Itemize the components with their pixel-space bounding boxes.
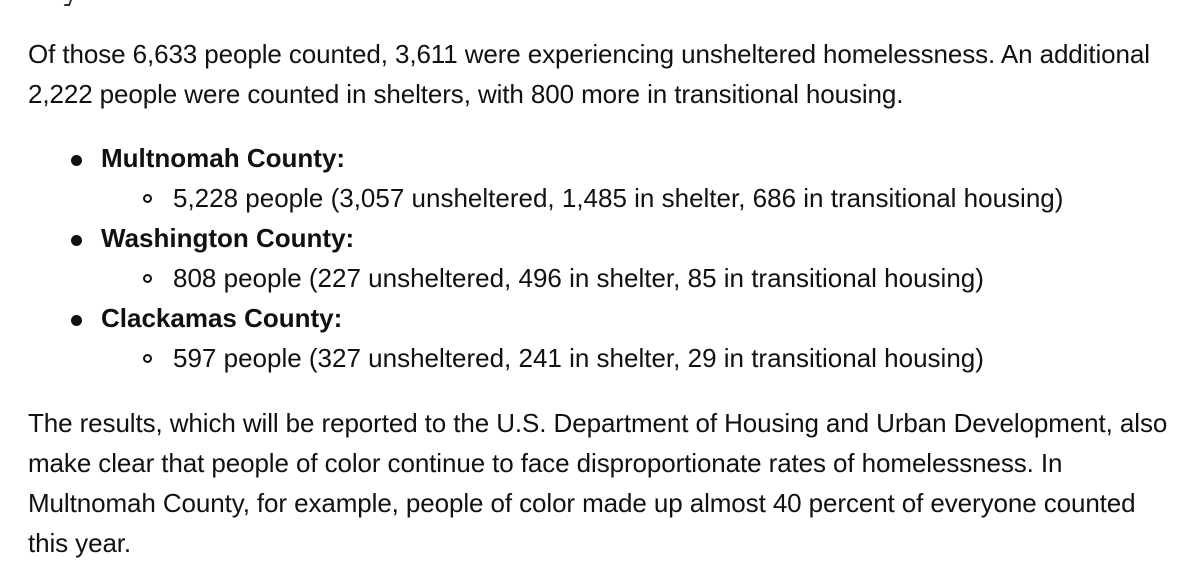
county-item-washington: Washington County: 808 people (227 unshe… (0, 218, 1200, 298)
county-list: Multnomah County: 5,228 people (3,057 un… (0, 138, 1200, 378)
clipped-previous-text (28, 0, 88, 6)
bullet-icon (71, 315, 82, 326)
bullet-icon (71, 235, 82, 246)
results-paragraph: The results, which will be reported to t… (28, 408, 1168, 558)
county-detail: 808 people (227 unsheltered, 496 in shel… (173, 263, 984, 293)
clipped-glyph (63, 0, 75, 6)
county-name: Multnomah County: (101, 143, 346, 173)
county-detail: 597 people (327 unsheltered, 241 in shel… (173, 343, 984, 373)
county-name: Washington County: (101, 223, 355, 253)
county-name: Clackamas County: (101, 303, 343, 333)
hollow-bullet-icon (143, 194, 152, 203)
county-item-clackamas: Clackamas County: 597 people (327 unshel… (0, 298, 1200, 378)
bullet-icon (71, 155, 82, 166)
hollow-bullet-icon (143, 354, 152, 363)
county-detail: 5,228 people (3,057 unsheltered, 1,485 i… (173, 183, 1064, 213)
county-item-multnomah: Multnomah County: 5,228 people (3,057 un… (0, 138, 1200, 218)
intro-paragraph: Of those 6,633 people counted, 3,611 wer… (28, 39, 1150, 109)
hollow-bullet-icon (143, 274, 152, 283)
